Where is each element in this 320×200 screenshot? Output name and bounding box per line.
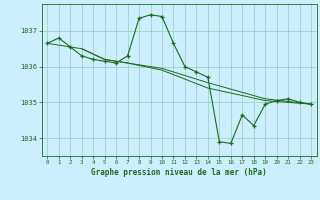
X-axis label: Graphe pression niveau de la mer (hPa): Graphe pression niveau de la mer (hPa) (91, 168, 267, 177)
